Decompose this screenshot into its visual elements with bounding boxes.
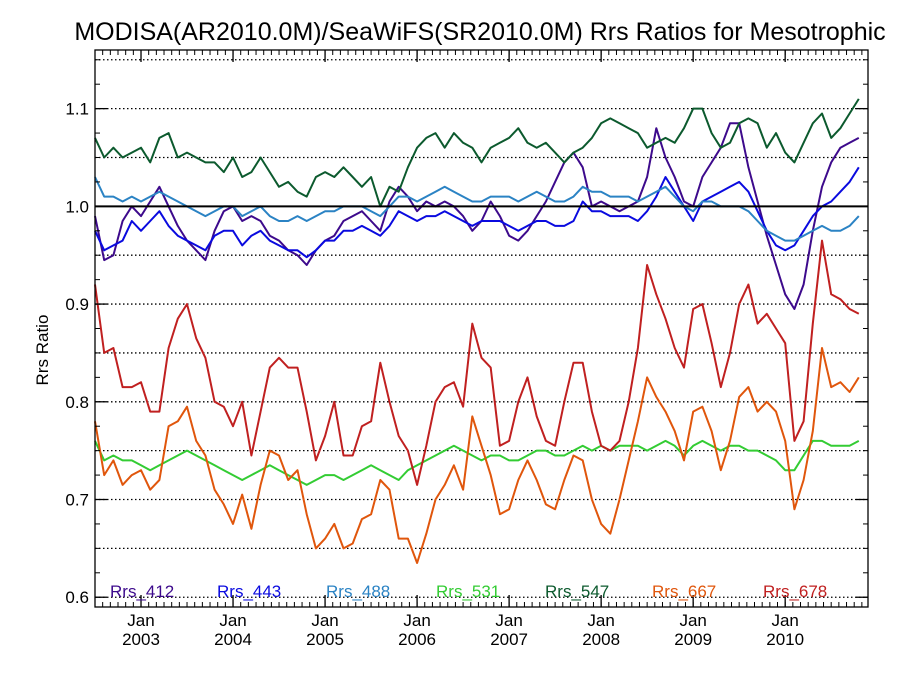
y-axis-label: Rrs Ratio — [33, 315, 52, 386]
y-tick-label: 0.8 — [65, 393, 89, 412]
legend-item-rrs-412: Rrs_412 — [110, 582, 174, 601]
series-line-rrs-412 — [94, 122, 860, 310]
legend-item-rrs-547: Rrs_547 — [545, 582, 609, 601]
legend-item-rrs-667: Rrs_667 — [652, 582, 716, 601]
series-line-rrs-667 — [94, 347, 860, 564]
x-tick-month-label: Jan — [495, 611, 522, 630]
series-line-rrs-443 — [94, 166, 860, 259]
series-line-rrs-531 — [94, 439, 860, 486]
legend-item-rrs-678: Rrs_678 — [763, 582, 827, 601]
x-tick-month-label: Jan — [771, 611, 798, 630]
y-tick-label: 0.7 — [65, 491, 89, 510]
x-tick-month-label: Jan — [403, 611, 430, 630]
legend-item-rrs-443: Rrs_443 — [217, 582, 281, 601]
x-tick-month-label: Jan — [219, 611, 246, 630]
series-line-rrs-547 — [94, 98, 860, 208]
y-tick-label: 0.6 — [65, 588, 89, 607]
x-tick-year-label: 2010 — [766, 630, 804, 649]
x-tick-year-label: 2006 — [398, 630, 436, 649]
x-tick-year-label: 2003 — [122, 630, 160, 649]
x-tick-month-label: Jan — [311, 611, 338, 630]
x-tick-month-label: Jan — [679, 611, 706, 630]
y-tick-label: 1.1 — [65, 100, 89, 119]
x-tick-year-label: 2005 — [306, 630, 344, 649]
x-tick-year-label: 2008 — [582, 630, 620, 649]
x-tick-month-label: Jan — [587, 611, 614, 630]
series-lines — [94, 98, 860, 564]
x-tick-year-label: 2007 — [490, 630, 528, 649]
legend-item-rrs-531: Rrs_531 — [436, 582, 500, 601]
x-tick-year-label: 2009 — [674, 630, 712, 649]
y-tick-label: 0.9 — [65, 295, 89, 314]
plot-frame — [94, 49, 869, 608]
legend: Rrs_412 Rrs_443 Rrs_488 Rrs_531 Rrs_547 Rrs_6… — [110, 582, 827, 601]
y-tick-label: 1.0 — [65, 197, 89, 216]
chart-title: MODISA(AR2010.0M)/SeaWiFS(SR2010.0M) Rrs… — [74, 18, 885, 46]
axes: 0.60.70.80.91.01.1Jan2003Jan2004Jan2005J… — [65, 49, 869, 649]
legend-item-rrs-488: Rrs_488 — [326, 582, 390, 601]
x-tick-month-label: Jan — [127, 611, 154, 630]
series-line-rrs-678 — [94, 239, 860, 486]
grid-lines — [95, 59, 868, 598]
x-tick-year-label: 2004 — [214, 630, 252, 649]
